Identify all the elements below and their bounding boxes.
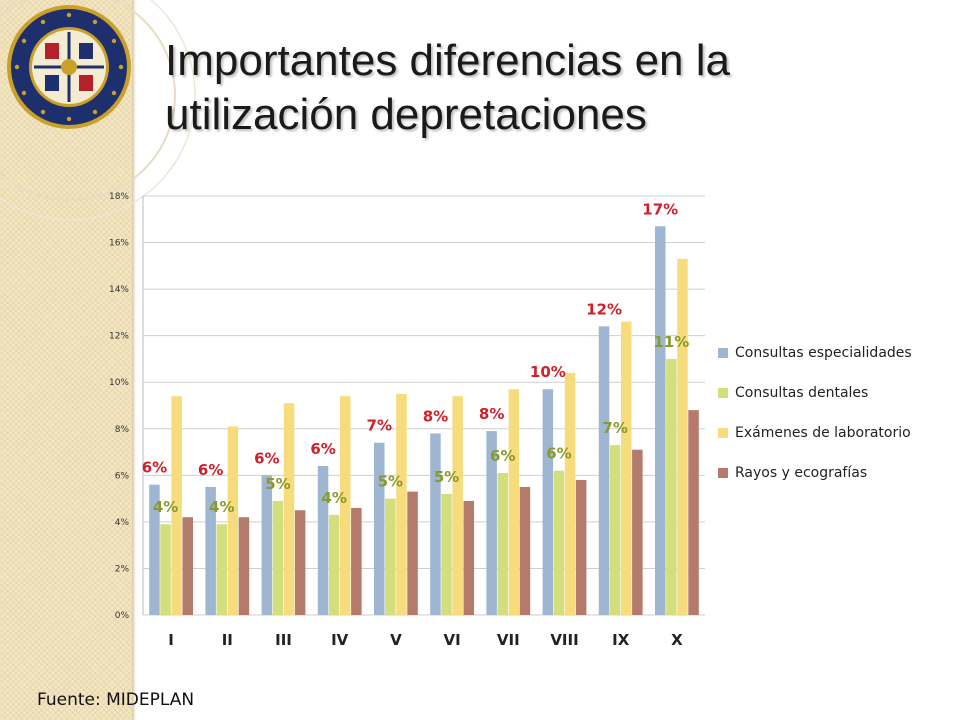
bar: [677, 258, 688, 615]
x-tick-label: IV: [331, 631, 349, 649]
data-label: 5%: [378, 473, 403, 491]
bar: [171, 396, 182, 615]
data-label: 6%: [142, 459, 167, 477]
data-label: 7%: [367, 417, 392, 435]
data-label: 10%: [530, 363, 566, 381]
bar: [553, 470, 565, 615]
legend-label: Consultas especialidades: [735, 345, 912, 361]
x-tick-label: III: [275, 631, 292, 649]
bar: [149, 484, 160, 615]
chart-legend: Consultas especialidades Consultas denta…: [718, 340, 912, 500]
legend-item-consultas-dentales: Consultas dentales: [718, 380, 912, 406]
bar: [216, 524, 227, 615]
bar: [351, 507, 362, 615]
source-note: Fuente: MIDEPLAN: [37, 690, 195, 710]
bar: [340, 396, 351, 615]
data-label: 11%: [653, 333, 689, 351]
data-label: 4%: [209, 498, 234, 516]
x-tick-label: II: [222, 631, 233, 649]
x-tick-label: V: [390, 631, 402, 649]
bar: [385, 498, 396, 615]
bar: [575, 479, 587, 615]
x-tick-label: I: [168, 631, 174, 649]
legend-item-examenes-laboratorio: Exámenes de laboratorio: [718, 420, 912, 446]
y-tick-label: 12%: [109, 332, 129, 342]
data-label: 6%: [546, 445, 571, 463]
bar: [407, 491, 418, 615]
x-tick-label: X: [671, 631, 683, 649]
legend-label: Consultas dentales: [735, 385, 869, 401]
legend-label: Exámenes de laboratorio: [735, 425, 911, 441]
legend-label: Rayos y ecografías: [735, 465, 868, 481]
y-tick-label: 10%: [109, 378, 129, 388]
legend-item-consultas-especialidades: Consultas especialidades: [718, 340, 912, 366]
data-label: 6%: [490, 447, 515, 465]
bar: [396, 393, 407, 615]
bar: [238, 517, 250, 615]
data-label: 6%: [310, 440, 335, 458]
bar: [261, 475, 273, 615]
bar: [621, 321, 632, 615]
bar: [452, 396, 463, 615]
bar: [441, 493, 452, 615]
data-label: 17%: [642, 200, 678, 218]
data-label: 6%: [254, 449, 279, 467]
data-label: 8%: [423, 407, 448, 425]
university-seal-logo: [7, 5, 131, 129]
bar: [283, 403, 295, 615]
legend-swatch: [718, 468, 728, 478]
data-label: 7%: [602, 419, 627, 437]
legend-swatch: [718, 388, 728, 398]
bar: [294, 510, 306, 615]
bar: [497, 473, 508, 615]
bar: [632, 449, 643, 615]
y-tick-label: 4%: [115, 518, 130, 528]
data-label: 5%: [434, 468, 459, 486]
bar: [542, 389, 554, 615]
y-tick-label: 2%: [115, 564, 130, 574]
slide-title: Importantes diferencias en la utilizació…: [165, 36, 730, 139]
bar: [317, 466, 329, 615]
data-label: 6%: [198, 461, 223, 479]
bar: [688, 410, 699, 615]
bar: [227, 426, 239, 615]
bar: [374, 442, 385, 615]
bar: [508, 389, 520, 615]
y-tick-label: 14%: [109, 285, 129, 295]
data-label: 4%: [153, 498, 178, 516]
bar: [272, 500, 284, 615]
bar: [655, 226, 666, 615]
legend-item-rayos-ecografias: Rayos y ecografías: [718, 460, 912, 486]
x-tick-label: IX: [612, 631, 630, 649]
data-label: 5%: [265, 475, 290, 493]
x-tick-label: VIII: [550, 631, 578, 649]
strip-edge: [132, 0, 136, 720]
legend-swatch: [718, 428, 728, 438]
y-tick-label: 0%: [115, 611, 130, 621]
bar: [430, 433, 441, 615]
bar: [463, 500, 474, 615]
bar: [666, 358, 677, 615]
bar: [160, 524, 171, 615]
bar: [598, 326, 610, 615]
y-tick-label: 18%: [109, 192, 129, 202]
bar: [205, 486, 216, 615]
bar: [519, 486, 531, 615]
data-label: 12%: [586, 300, 622, 318]
bar: [328, 514, 340, 615]
legend-swatch: [718, 348, 728, 358]
bar: [486, 431, 497, 615]
data-label: 4%: [321, 489, 346, 507]
x-tick-label: VII: [497, 631, 520, 649]
bar: [609, 445, 621, 615]
y-tick-label: 16%: [109, 239, 129, 249]
x-tick-label: VI: [443, 631, 460, 649]
bar: [564, 372, 576, 615]
y-tick-label: 6%: [115, 471, 130, 481]
y-tick-label: 8%: [115, 425, 130, 435]
bar: [182, 517, 193, 615]
data-label: 8%: [479, 405, 504, 423]
